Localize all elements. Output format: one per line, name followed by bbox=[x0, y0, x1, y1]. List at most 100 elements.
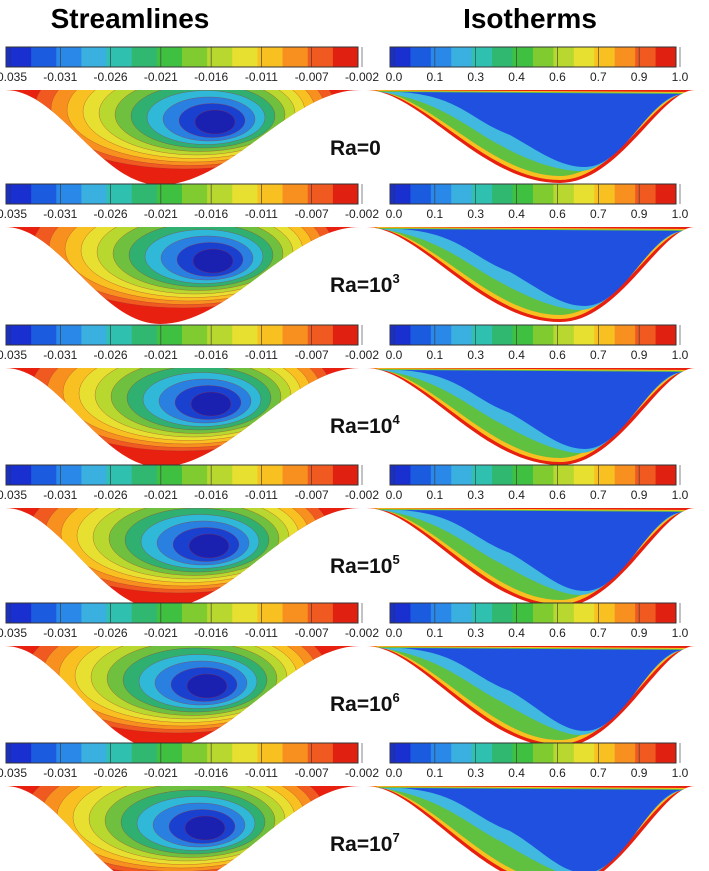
streamline-contours bbox=[26, 646, 328, 734]
colorbar-band bbox=[492, 184, 514, 204]
colorbar-frame bbox=[389, 183, 677, 205]
ra-label: Ra=0 bbox=[330, 137, 381, 160]
colorbar-tick-label: -0.021 bbox=[144, 766, 178, 780]
column-title: Isotherms bbox=[463, 3, 597, 34]
colorbar-band bbox=[614, 603, 636, 623]
colorbar-band bbox=[655, 184, 677, 204]
colorbar-band bbox=[56, 743, 82, 763]
colorbar-band bbox=[6, 325, 32, 345]
colorbar-band bbox=[131, 47, 158, 67]
colorbar-band bbox=[492, 47, 514, 67]
ra-label-text: Ra=0 bbox=[330, 137, 381, 160]
colorbar-tick-label: 0.3 bbox=[467, 766, 484, 780]
colorbar-band bbox=[56, 325, 82, 345]
colorbar-tick-label: -0.011 bbox=[245, 348, 278, 362]
colorbar-tick-label: 0.0 bbox=[386, 626, 403, 640]
colorbar-band bbox=[553, 47, 575, 67]
colorbar-tick-label: 0.1 bbox=[427, 207, 444, 221]
colorbar-band bbox=[655, 465, 677, 485]
colorbar-tick-label: -0.016 bbox=[194, 70, 228, 84]
colorbar-band bbox=[332, 465, 359, 485]
colorbar-band bbox=[332, 743, 359, 763]
colorbar-band bbox=[307, 184, 334, 204]
contour-level bbox=[194, 109, 236, 135]
ra-label-exponent: 6 bbox=[392, 690, 399, 705]
colorbar-band bbox=[207, 465, 233, 485]
colorbar-band bbox=[471, 743, 493, 763]
colorbar-tick-label: 0.4 bbox=[508, 626, 525, 640]
contour-level bbox=[400, 648, 684, 731]
colorbar-tick-label: -0.026 bbox=[94, 348, 128, 362]
colorbar-band bbox=[451, 47, 473, 67]
colorbar-band bbox=[471, 184, 493, 204]
colorbar-band bbox=[410, 325, 432, 345]
colorbar-tick-label: -0.026 bbox=[94, 70, 128, 84]
colorbar-band bbox=[471, 325, 493, 345]
colorbar-band bbox=[31, 465, 57, 485]
ra-label: Ra=106 bbox=[330, 690, 400, 716]
colorbar-band bbox=[31, 184, 57, 204]
colorbar-tick-label: 0.0 bbox=[386, 766, 403, 780]
colorbar-tick-label: -0.016 bbox=[194, 766, 228, 780]
colorbar-band bbox=[232, 47, 258, 67]
colorbar-tick-label: 1.0 bbox=[672, 766, 689, 780]
ra-label-exponent: 4 bbox=[392, 412, 400, 427]
colorbar-band bbox=[390, 47, 411, 67]
colorbar-band bbox=[614, 743, 636, 763]
colorbar-band bbox=[533, 325, 554, 345]
colorbar-tick-label: -0.016 bbox=[194, 488, 228, 502]
colorbar-band bbox=[257, 47, 284, 67]
colorbar-band bbox=[451, 184, 473, 204]
colorbar-band bbox=[430, 465, 452, 485]
colorbar-frame bbox=[5, 46, 359, 68]
colorbar-band bbox=[390, 184, 411, 204]
colorbar-band bbox=[512, 603, 534, 623]
colorbar-band bbox=[635, 325, 657, 345]
colorbar-band bbox=[156, 465, 183, 485]
colorbar-tick-label: -0.007 bbox=[295, 207, 329, 221]
colorbar-frame bbox=[5, 464, 359, 486]
isotherm-contours bbox=[370, 646, 690, 744]
colorbar-band bbox=[533, 465, 554, 485]
colorbar-tick-label: -0.002 bbox=[345, 488, 379, 502]
colorbar-tick-label: -0.035 bbox=[0, 348, 27, 362]
colorbar-tick-label: -0.035 bbox=[0, 766, 27, 780]
colorbar-tick-label: -0.031 bbox=[43, 488, 77, 502]
colorbar-frame bbox=[389, 324, 677, 346]
colorbar-band bbox=[131, 603, 158, 623]
colorbar-band bbox=[635, 184, 657, 204]
colorbar-frame bbox=[389, 464, 677, 486]
colorbar-band bbox=[451, 465, 473, 485]
colorbar-tick-label: -0.002 bbox=[345, 348, 379, 362]
colorbar-band bbox=[207, 184, 233, 204]
colorbar-band bbox=[81, 184, 108, 204]
colorbar-tick-label: -0.021 bbox=[144, 626, 178, 640]
colorbar-band bbox=[492, 743, 514, 763]
colorbar-band bbox=[410, 743, 432, 763]
colorbar-band bbox=[131, 325, 158, 345]
colorbar-tick-label: -0.035 bbox=[0, 207, 27, 221]
colorbar-tick-label: 0.1 bbox=[427, 70, 444, 84]
colorbar-tick-label: 0.4 bbox=[508, 766, 525, 780]
colorbar-tick-label: -0.002 bbox=[345, 207, 379, 221]
colorbar-tick-label: 1.0 bbox=[672, 488, 689, 502]
colorbar-tick-label: 0.7 bbox=[590, 626, 607, 640]
colorbar-band bbox=[6, 465, 32, 485]
colorbar-tick-label: -0.031 bbox=[43, 70, 77, 84]
colorbar-band bbox=[307, 743, 334, 763]
colorbar-band bbox=[553, 465, 575, 485]
colorbar-band bbox=[390, 325, 411, 345]
colorbar-tick-label: -0.002 bbox=[345, 766, 379, 780]
colorbar-band bbox=[6, 603, 32, 623]
colorbar-band bbox=[56, 184, 82, 204]
colorbar-tick-label: 0.4 bbox=[508, 488, 525, 502]
colorbar-tick-label: 0.6 bbox=[549, 348, 566, 362]
colorbar-band bbox=[573, 47, 595, 67]
colorbar-band bbox=[451, 325, 473, 345]
colorbar-tick-label: -0.007 bbox=[295, 626, 329, 640]
colorbar-band bbox=[282, 465, 309, 485]
colorbar-band bbox=[390, 603, 411, 623]
streamline-contours bbox=[24, 786, 326, 871]
colorbar-tick-label: -0.031 bbox=[43, 766, 77, 780]
colorbar-tick-label: -0.026 bbox=[94, 626, 128, 640]
